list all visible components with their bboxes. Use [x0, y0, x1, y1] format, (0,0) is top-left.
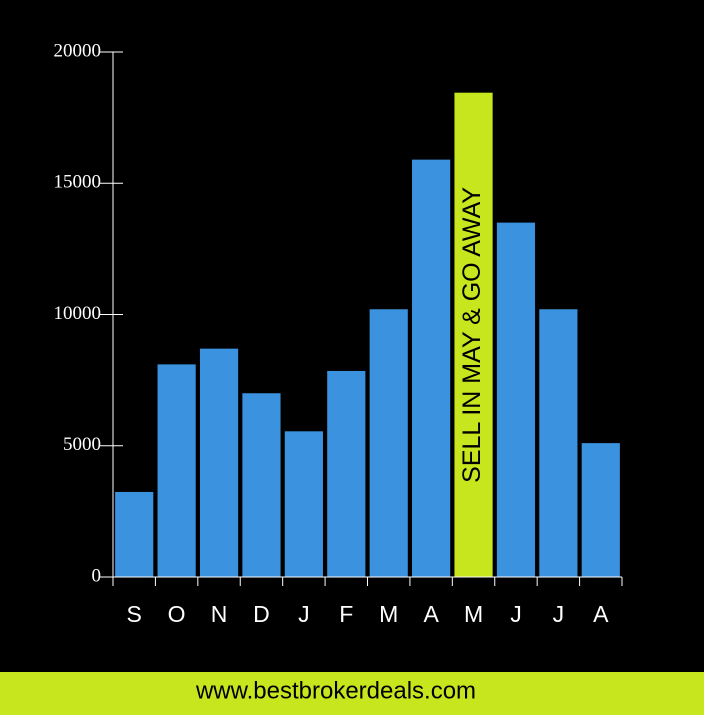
x-tick-label: A — [423, 601, 439, 627]
bar — [327, 370, 366, 577]
y-tick-label: 15000 — [54, 172, 102, 193]
bar — [581, 443, 620, 577]
x-tick-label: S — [127, 601, 142, 627]
x-tick-label: M — [464, 601, 483, 627]
bar — [539, 309, 578, 577]
annotation: SELL IN MAY & GO AWAY — [458, 187, 486, 483]
footer-band — [0, 672, 704, 715]
x-tick-label: N — [211, 601, 228, 627]
x-tick-label: J — [298, 601, 310, 627]
y-tick-label: 5000 — [63, 434, 101, 455]
bar — [157, 364, 196, 577]
bar — [242, 393, 281, 577]
x-tick-label: M — [379, 601, 398, 627]
x-tick-label: D — [253, 601, 270, 627]
bar — [284, 431, 323, 577]
bar — [412, 159, 451, 577]
y-tick-label: 10000 — [54, 303, 102, 324]
x-tick-label: F — [339, 601, 353, 627]
y-tick-label: 20000 — [54, 40, 102, 61]
x-tick-label: J — [510, 601, 522, 627]
x-tick-label: J — [553, 601, 565, 627]
bar — [115, 491, 154, 577]
x-tick-label: A — [593, 601, 609, 627]
bar — [496, 222, 536, 577]
bar — [369, 309, 408, 577]
footer-text: www.bestbrokerdeals.com — [195, 677, 476, 704]
y-tick-label: 0 — [92, 565, 102, 586]
x-tick-label: O — [168, 601, 186, 627]
bar — [199, 348, 239, 577]
bar — [454, 92, 493, 577]
